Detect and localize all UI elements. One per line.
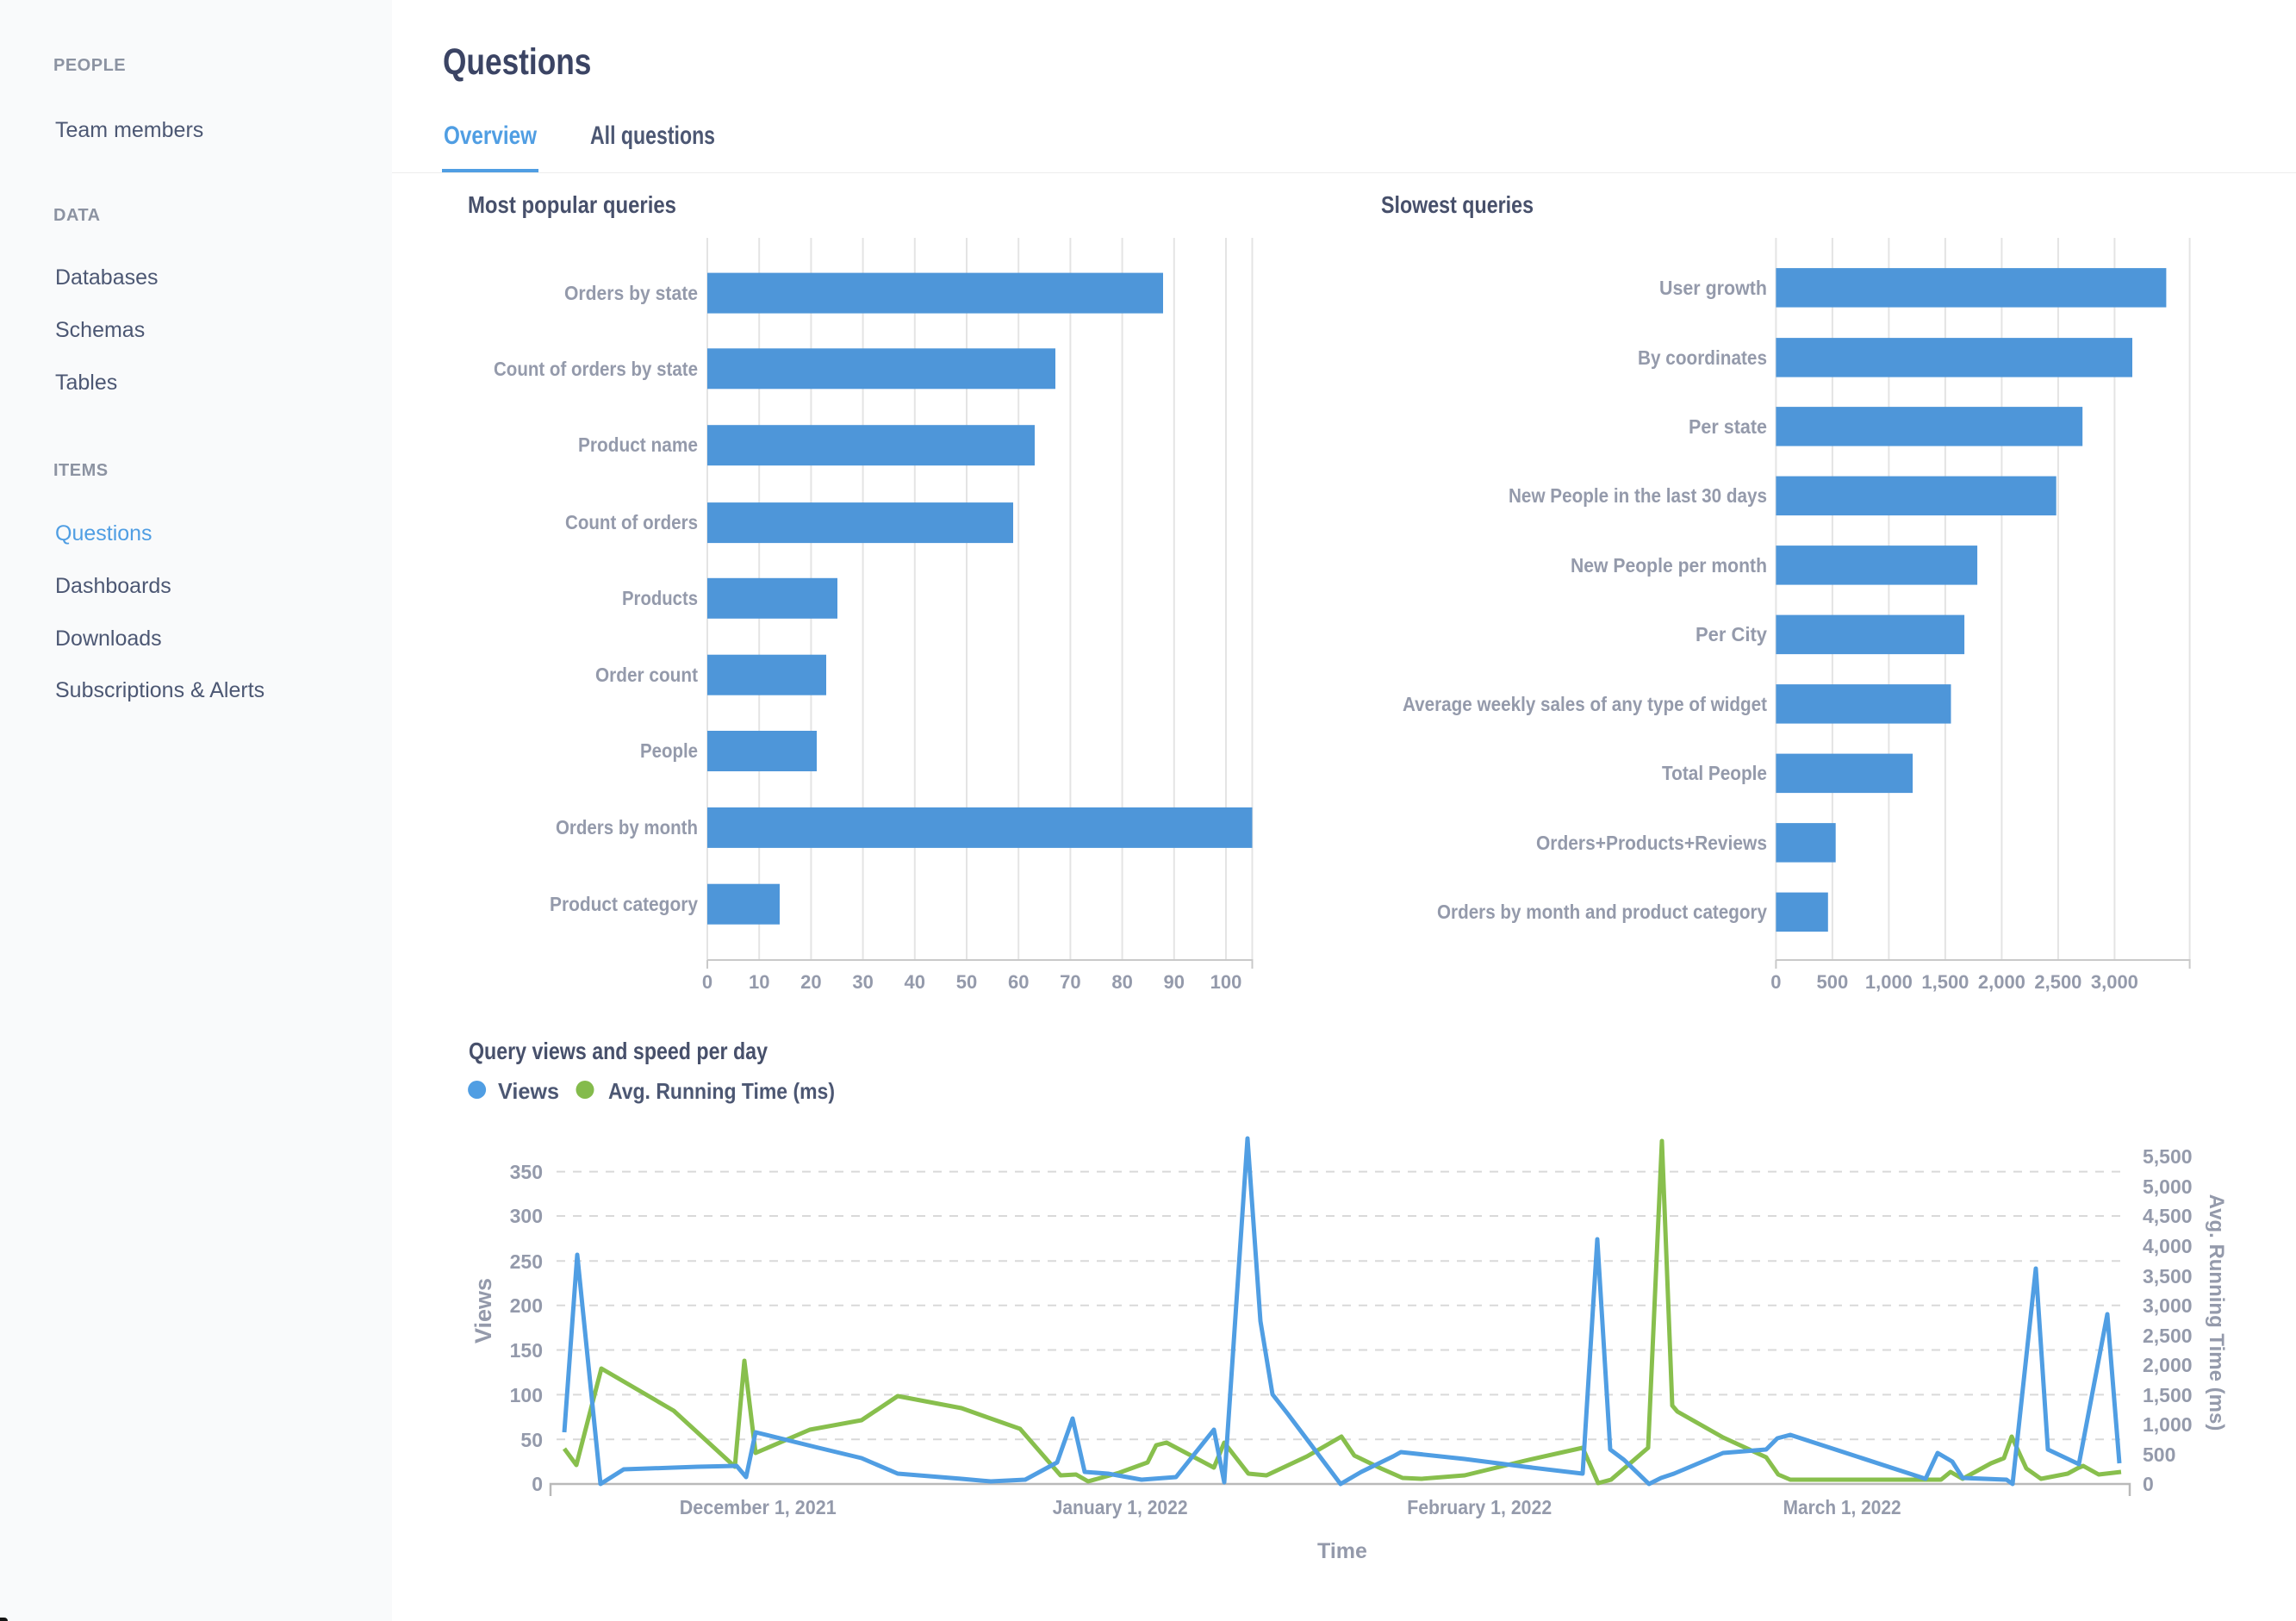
svg-text:Per state: Per state bbox=[1689, 415, 1767, 438]
svg-text:50: 50 bbox=[956, 971, 977, 993]
svg-text:1,000: 1,000 bbox=[1865, 971, 1913, 993]
svg-text:0: 0 bbox=[1770, 971, 1781, 993]
svg-text:100: 100 bbox=[1210, 971, 1242, 993]
svg-text:1,500: 1,500 bbox=[1921, 971, 1969, 993]
svg-text:February 1, 2022: February 1, 2022 bbox=[1407, 1496, 1552, 1518]
svg-text:500: 500 bbox=[2143, 1443, 2175, 1466]
svg-text:Views: Views bbox=[498, 1078, 559, 1104]
svg-text:User growth: User growth bbox=[1659, 277, 1767, 299]
svg-text:30: 30 bbox=[852, 971, 873, 993]
svg-text:Count of orders: Count of orders bbox=[565, 511, 698, 533]
svg-text:500: 500 bbox=[1817, 971, 1849, 993]
svg-text:350: 350 bbox=[510, 1161, 543, 1183]
svg-text:Time: Time bbox=[1317, 1539, 1367, 1563]
svg-text:Avg. Running Time (ms): Avg. Running Time (ms) bbox=[2205, 1194, 2228, 1431]
svg-text:Count of orders by state: Count of orders by state bbox=[494, 358, 698, 380]
svg-text:3,000: 3,000 bbox=[2143, 1294, 2193, 1317]
svg-text:Product name: Product name bbox=[578, 433, 698, 456]
svg-text:2,000: 2,000 bbox=[1978, 971, 2025, 993]
svg-text:70: 70 bbox=[1060, 971, 1080, 993]
svg-text:0: 0 bbox=[532, 1473, 543, 1495]
svg-text:200: 200 bbox=[510, 1294, 543, 1317]
svg-text:300: 300 bbox=[510, 1205, 543, 1227]
svg-text:New People per month: New People per month bbox=[1571, 554, 1767, 577]
svg-text:Average weekly sales of any ty: Average weekly sales of any type of widg… bbox=[1403, 693, 1767, 715]
svg-text:0: 0 bbox=[2143, 1473, 2154, 1495]
svg-text:3,000: 3,000 bbox=[2091, 971, 2138, 993]
svg-text:Per City: Per City bbox=[1696, 623, 1767, 645]
svg-text:100: 100 bbox=[510, 1384, 543, 1406]
svg-text:2,500: 2,500 bbox=[2143, 1325, 2193, 1347]
svg-text:Orders by month and product ca: Orders by month and product category bbox=[1437, 901, 1767, 923]
svg-text:2,500: 2,500 bbox=[2034, 971, 2081, 993]
svg-text:Slowest queries: Slowest queries bbox=[1381, 191, 1534, 218]
svg-text:Orders+Products+Reviews: Orders+Products+Reviews bbox=[1536, 832, 1767, 854]
svg-text:90: 90 bbox=[1164, 971, 1185, 993]
svg-text:10: 10 bbox=[749, 971, 769, 993]
svg-text:20: 20 bbox=[800, 971, 821, 993]
svg-text:Total People: Total People bbox=[1662, 762, 1767, 784]
svg-text:40: 40 bbox=[905, 971, 925, 993]
svg-text:4,000: 4,000 bbox=[2143, 1235, 2193, 1257]
svg-text:0: 0 bbox=[702, 971, 712, 993]
svg-text:250: 250 bbox=[510, 1250, 543, 1273]
svg-text:Query views and speed per day: Query views and speed per day bbox=[469, 1038, 768, 1064]
svg-text:60: 60 bbox=[1008, 971, 1029, 993]
svg-text:50: 50 bbox=[520, 1429, 543, 1451]
svg-text:80: 80 bbox=[1111, 971, 1132, 993]
svg-text:Product category: Product category bbox=[550, 893, 698, 915]
svg-text:March 1, 2022: March 1, 2022 bbox=[1783, 1496, 1901, 1518]
svg-text:Orders by month: Orders by month bbox=[556, 816, 698, 839]
svg-text:5,500: 5,500 bbox=[2143, 1145, 2193, 1168]
svg-text:1,500: 1,500 bbox=[2143, 1384, 2193, 1406]
svg-text:New People in the last 30 days: New People in the last 30 days bbox=[1509, 484, 1767, 507]
svg-text:4,500: 4,500 bbox=[2143, 1205, 2193, 1227]
svg-text:5,000: 5,000 bbox=[2143, 1175, 2193, 1198]
svg-text:Order count: Order count bbox=[595, 664, 698, 686]
svg-text:Avg. Running Time (ms): Avg. Running Time (ms) bbox=[608, 1078, 835, 1104]
svg-text:2,000: 2,000 bbox=[2143, 1354, 2193, 1376]
svg-text:Products: Products bbox=[622, 587, 698, 609]
svg-text:December 1, 2021: December 1, 2021 bbox=[680, 1496, 837, 1518]
svg-text:1,000: 1,000 bbox=[2143, 1413, 2193, 1436]
svg-text:150: 150 bbox=[510, 1339, 543, 1362]
svg-text:By coordinates: By coordinates bbox=[1638, 346, 1767, 369]
svg-text:Orders by state: Orders by state bbox=[564, 282, 698, 304]
svg-text:January 1, 2022: January 1, 2022 bbox=[1053, 1496, 1188, 1518]
svg-text:Views: Views bbox=[470, 1278, 496, 1344]
svg-text:People: People bbox=[640, 739, 698, 762]
svg-text:3,500: 3,500 bbox=[2143, 1265, 2193, 1287]
svg-text:Most popular queries: Most popular queries bbox=[468, 191, 676, 218]
